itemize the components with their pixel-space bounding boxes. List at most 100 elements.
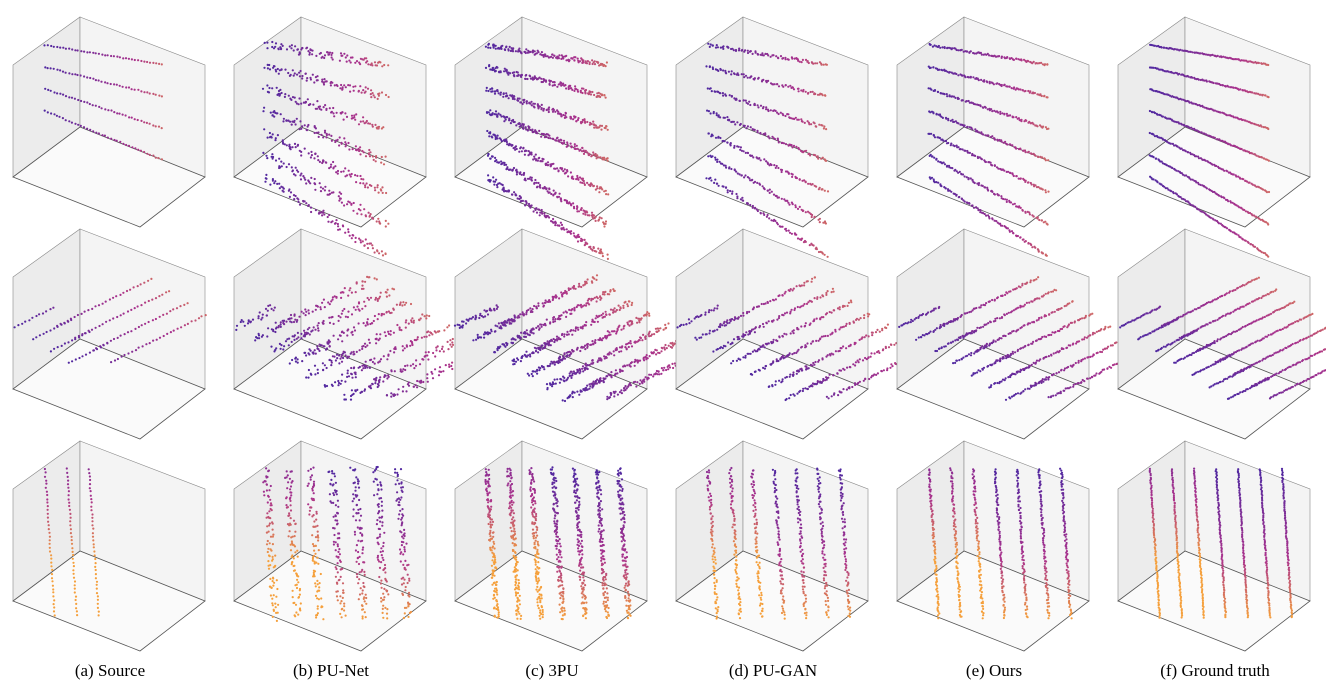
point [1163,47,1165,49]
point [147,280,149,282]
point [356,306,358,308]
point [525,78,527,80]
point [155,62,157,64]
point [760,105,762,107]
point [406,364,408,366]
point [570,171,572,173]
point [394,394,396,396]
point [320,134,322,136]
point [747,152,749,154]
point [140,150,142,152]
point [98,106,100,108]
point [564,352,566,354]
point [578,210,580,212]
point [324,186,326,188]
point [266,157,268,159]
point [540,136,542,138]
point [350,61,352,63]
point [590,299,592,301]
point [725,165,727,167]
point [244,325,246,327]
point [355,237,357,239]
point [595,317,597,319]
point [314,365,316,367]
point [743,176,745,178]
point [1008,86,1010,88]
point [187,323,189,325]
point [161,95,163,97]
point [765,106,767,108]
point [71,48,73,50]
point [570,313,572,315]
point [404,304,406,306]
point [394,370,396,372]
point [412,363,414,365]
point [142,345,144,347]
point [361,391,363,393]
point [273,182,275,184]
point [300,154,302,156]
point [748,177,750,179]
point [346,376,348,378]
point [558,297,560,299]
point [356,389,358,391]
point [570,230,572,232]
point [538,157,540,159]
point [350,399,352,401]
point [74,123,76,125]
point [725,167,727,169]
point [539,323,541,325]
point [285,321,287,323]
point [120,335,122,337]
point [380,358,382,360]
point [1006,143,1008,145]
point [360,121,362,123]
point [956,194,958,196]
point [306,80,308,82]
point [778,196,780,198]
point [426,314,428,316]
point [335,219,337,221]
point [511,318,513,320]
point [767,110,769,112]
point [613,330,615,332]
point [332,385,334,387]
point [319,306,321,308]
point [47,89,49,91]
point [543,212,545,214]
point [494,351,496,353]
point [777,57,779,59]
point [378,252,380,254]
point [344,167,346,169]
point [332,112,334,114]
point [115,295,117,297]
point [435,349,437,351]
point [319,105,321,107]
point [558,225,560,227]
point [50,67,52,69]
point [1019,237,1021,239]
point [428,334,430,336]
point [170,331,172,333]
point [283,320,285,322]
point [989,82,991,84]
point [496,67,498,69]
point [274,180,276,182]
point [354,329,356,331]
point [747,52,749,54]
point [496,308,498,310]
point [334,295,336,297]
point [305,311,307,313]
point [1206,80,1208,82]
point [194,319,196,321]
point [759,184,761,186]
point [299,204,301,206]
point [586,121,588,123]
point [56,46,58,48]
point [347,295,349,297]
point [586,62,588,64]
point [788,204,790,206]
point [716,161,718,163]
point [1046,63,1048,65]
point [729,94,731,96]
